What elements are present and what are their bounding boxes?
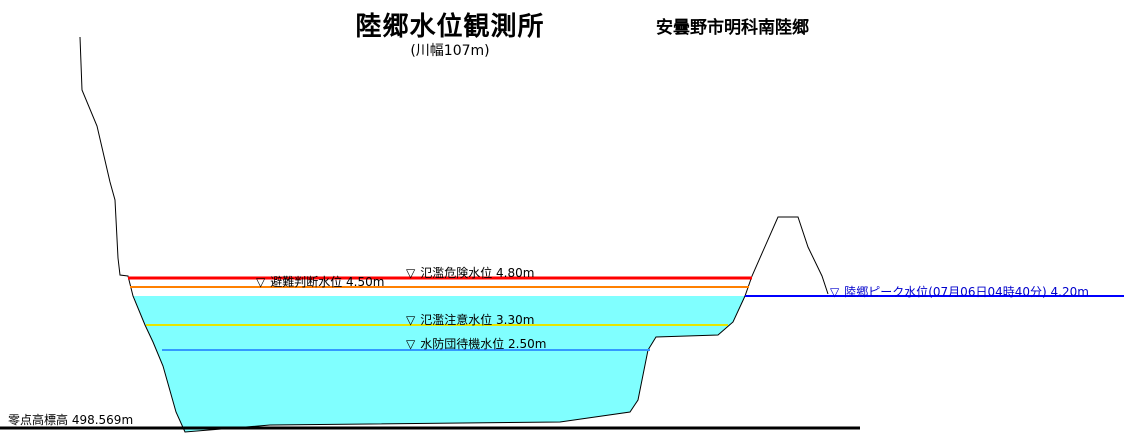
caution-level-label: ▽ 氾濫注意水位 3.30m xyxy=(406,313,535,327)
station-location: 安曇野市明科南陸郷 xyxy=(656,18,809,38)
triangle-down-icon: ▽ xyxy=(256,275,266,289)
standby-level-label: ▽ 水防団待機水位 2.50m xyxy=(406,337,547,351)
river-bank-profile xyxy=(79,36,829,433)
evacuation-level-label: ▽ 避難判断水位 4.50m xyxy=(256,275,385,289)
water-area xyxy=(133,296,745,432)
zero-point-label: 零点高標高 498.569m xyxy=(8,413,134,427)
triangle-down-icon: ▽ xyxy=(406,266,416,280)
peak-level-label: ▽ 陸郷ピーク水位(07月06日04時40分) 4.20m xyxy=(830,285,1089,299)
river-width-label: (川幅107m) xyxy=(410,43,490,59)
danger-level-label: ▽ 氾濫危険水位 4.80m xyxy=(406,266,535,280)
triangle-down-icon: ▽ xyxy=(406,313,416,327)
triangle-down-icon: ▽ xyxy=(406,337,416,351)
station-title: 陸郷水位観測所 xyxy=(355,12,545,42)
triangle-down-icon: ▽ xyxy=(830,285,840,299)
